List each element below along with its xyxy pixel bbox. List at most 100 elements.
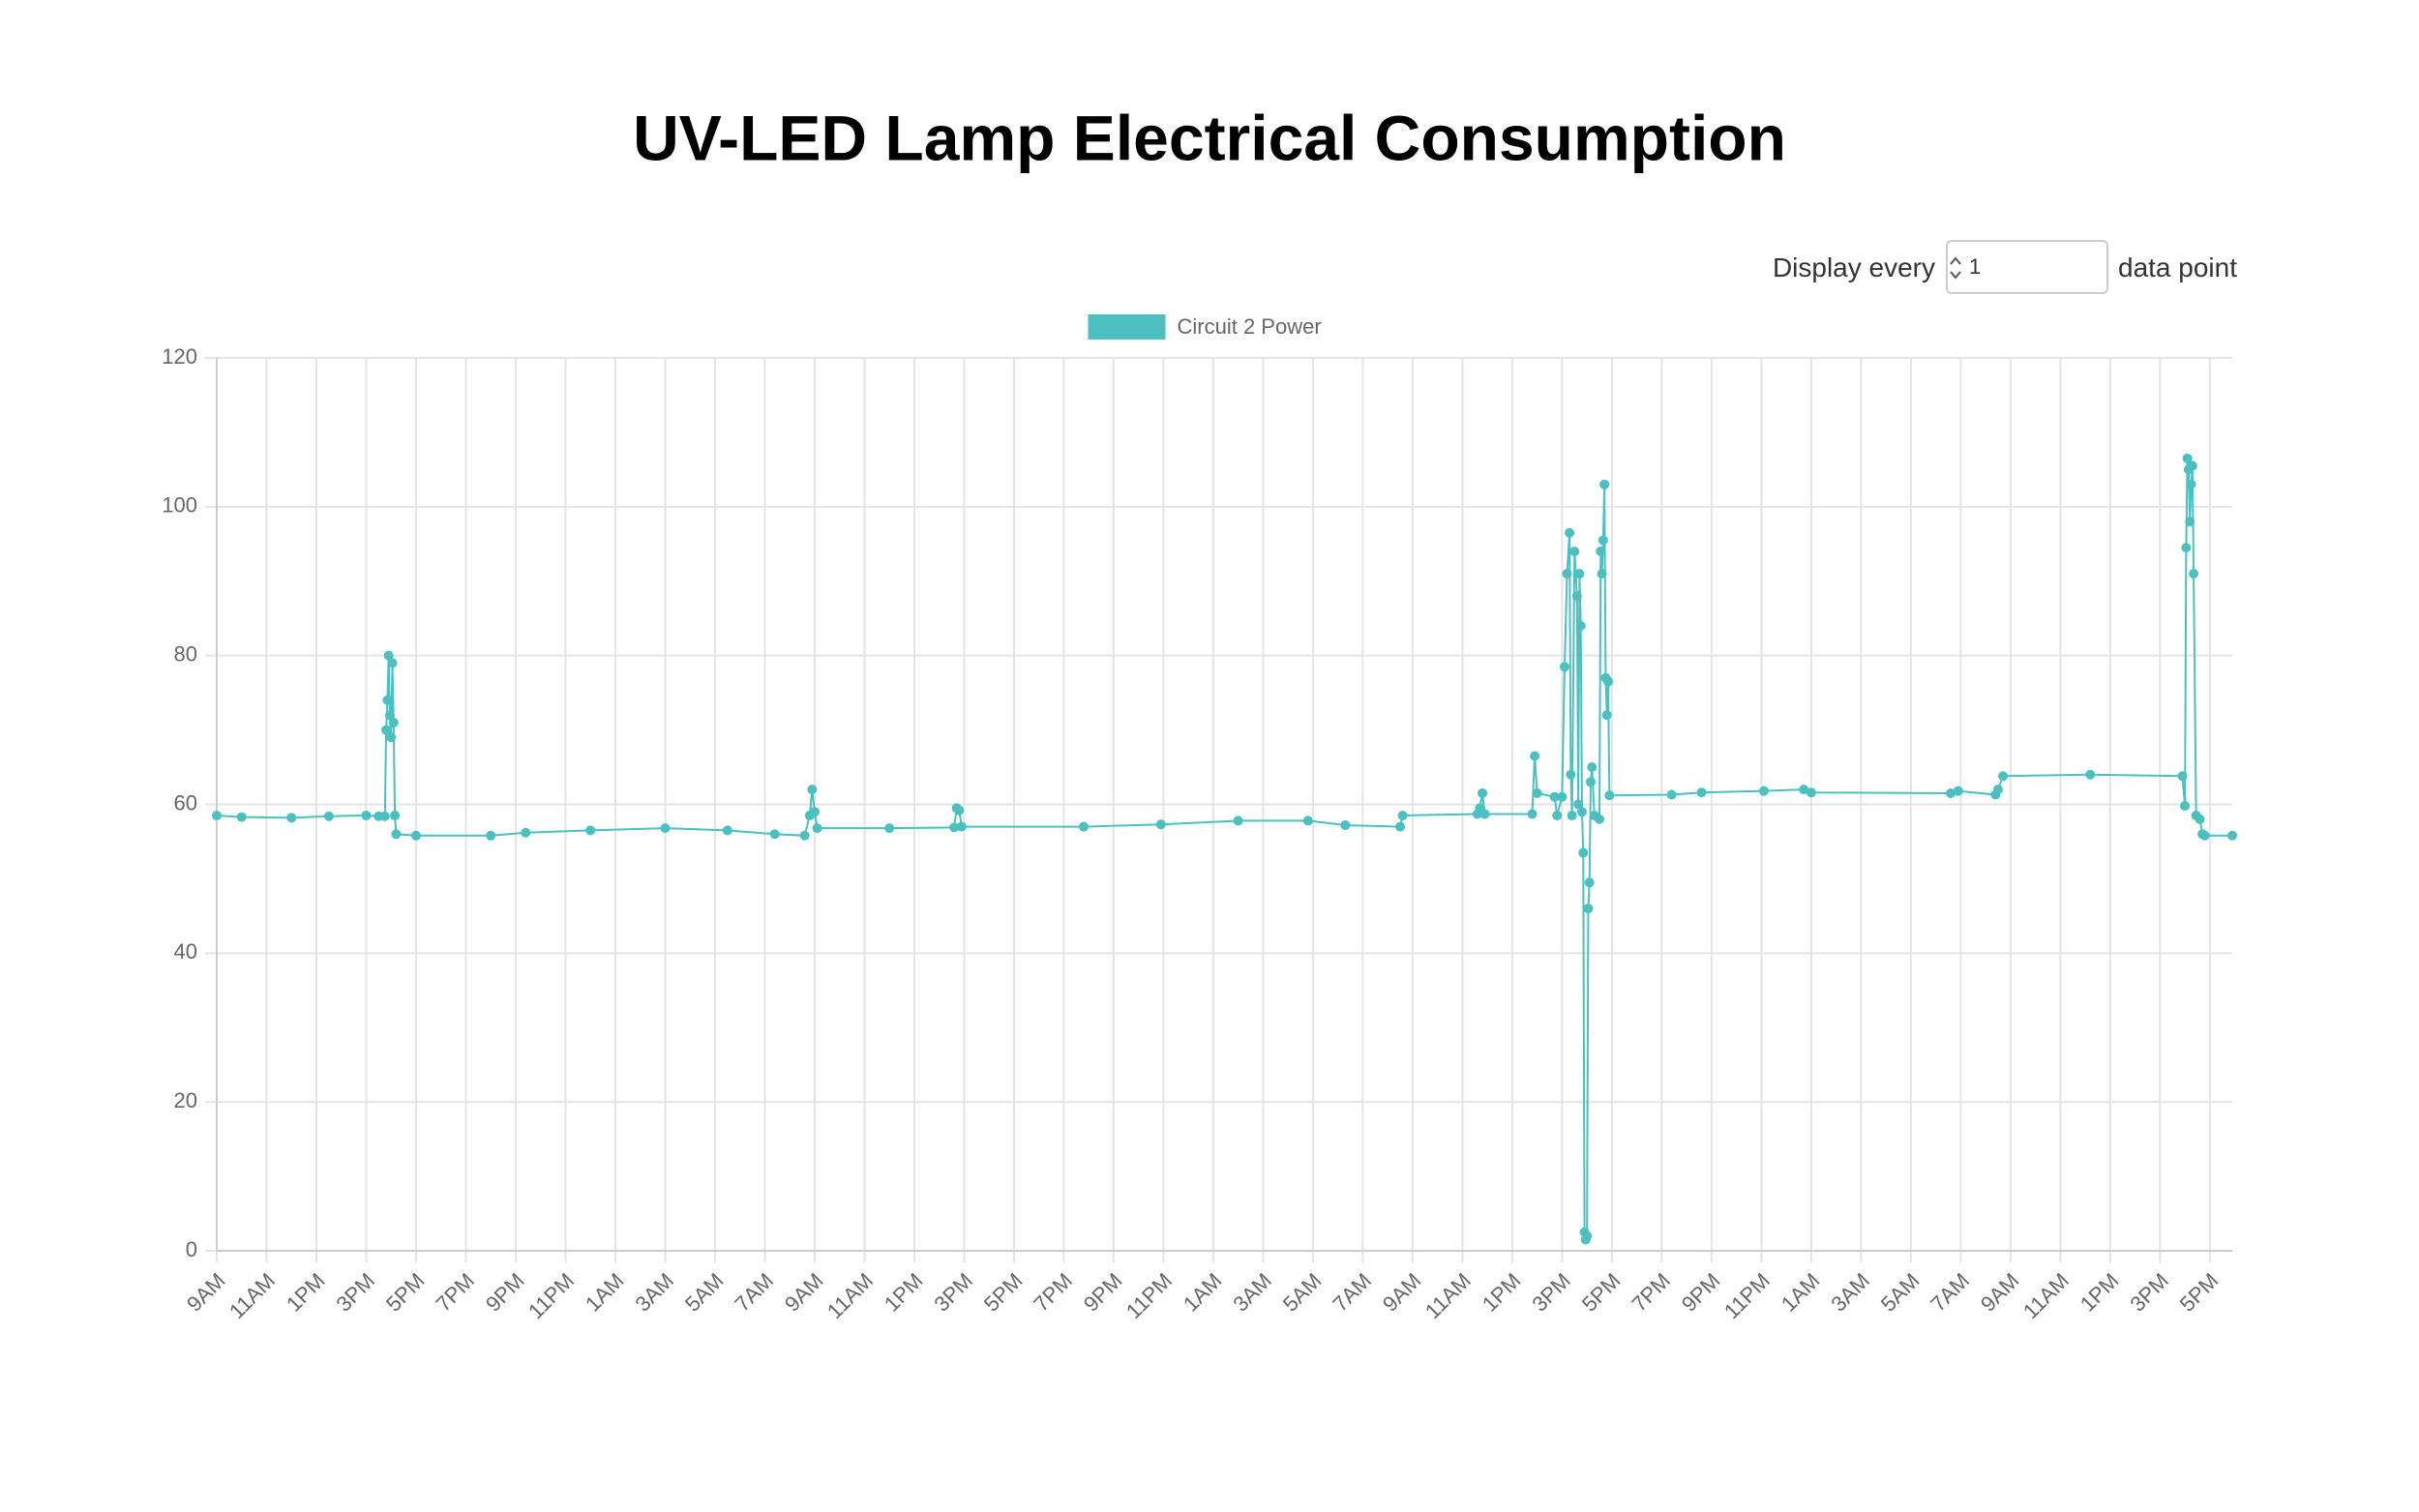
data-line: [216, 458, 2232, 1240]
x-tick-label: 9AM: [1378, 1268, 1426, 1317]
data-point: [2187, 460, 2197, 471]
data-point: [361, 811, 372, 821]
data-point: [1567, 811, 1577, 821]
data-point: [381, 725, 392, 735]
data-point: [286, 813, 297, 823]
data-point: [2199, 830, 2210, 841]
data-point: [1562, 569, 1572, 579]
data-point: [2189, 569, 2199, 579]
x-tick-label: 5PM: [381, 1268, 430, 1317]
data-point: [1574, 569, 1585, 579]
x-tick-label: 3PM: [1527, 1268, 1575, 1317]
input-value: 1: [1969, 254, 1982, 279]
x-tick-label: 9PM: [1079, 1268, 1127, 1317]
data-point: [585, 825, 596, 836]
x-tick-label: 1AM: [1179, 1268, 1227, 1317]
data-point: [1340, 820, 1351, 831]
data-point: [1549, 791, 1560, 802]
x-tick-label: 5PM: [1577, 1268, 1626, 1317]
data-point: [323, 811, 334, 821]
data-point: [2177, 771, 2188, 782]
data-point: [521, 827, 531, 838]
data-point: [1998, 771, 2009, 782]
data-point: [387, 658, 398, 668]
y-tick-label: 20: [174, 1088, 197, 1112]
data-point: [1530, 751, 1540, 761]
data-point: [1575, 620, 1586, 631]
data-point: [1559, 662, 1569, 672]
x-tick-label: 11PM: [1121, 1268, 1177, 1323]
data-point: [1569, 546, 1580, 556]
data-point: [1595, 814, 1605, 824]
x-tick-label: 7AM: [1328, 1268, 1376, 1317]
data-point: [1582, 1230, 1593, 1241]
data-point: [2227, 830, 2237, 841]
y-tick-label: 40: [174, 939, 197, 964]
data-point: [1946, 787, 1956, 798]
data-point: [1571, 591, 1582, 602]
x-tick-label: 9PM: [1677, 1268, 1725, 1317]
data-point: [386, 732, 397, 743]
data-point: [1696, 787, 1707, 798]
data-point: [1806, 787, 1816, 798]
chart-title: UV-LED Lamp Electrical Consumption: [633, 102, 1786, 173]
data-point: [382, 695, 393, 705]
data-point: [884, 823, 895, 834]
x-tick-label: 11AM: [1420, 1268, 1476, 1323]
data-point: [2181, 543, 2192, 553]
data-point: [2186, 479, 2196, 489]
data-point: [1395, 821, 1406, 832]
data-point: [1603, 676, 1614, 687]
data-point: [807, 785, 818, 795]
x-tick-label: 5AM: [680, 1268, 729, 1317]
data-point: [390, 811, 401, 821]
x-tick-label: 1AM: [581, 1268, 629, 1317]
x-tick-label: 5PM: [979, 1268, 1028, 1317]
x-tick-label: 7AM: [730, 1268, 778, 1317]
data-point: [1584, 877, 1595, 888]
data-point: [1596, 546, 1606, 556]
x-tick-label: 1PM: [880, 1268, 928, 1317]
data-point: [2180, 801, 2191, 812]
data-point: [1566, 769, 1576, 780]
data-point: [1079, 821, 1090, 832]
x-tick-label: 11AM: [2018, 1268, 2074, 1323]
data-point: [799, 830, 810, 841]
x-tick-label: 11PM: [523, 1268, 579, 1323]
data-point: [1604, 790, 1615, 801]
data-point: [1155, 819, 1166, 830]
x-tick-label: 9AM: [1976, 1268, 2024, 1317]
data-point: [1601, 710, 1612, 721]
data-point: [212, 811, 222, 821]
x-tick-label: 9PM: [481, 1268, 529, 1317]
data-point: [660, 823, 671, 834]
x-tick-label: 7PM: [1029, 1268, 1077, 1317]
data-point: [1666, 789, 1677, 800]
data-point: [1552, 811, 1563, 821]
data-point: [954, 805, 965, 815]
x-tick-label: 3AM: [1228, 1268, 1276, 1317]
x-tick-label: 3PM: [2125, 1268, 2173, 1317]
data-point: [1576, 807, 1587, 817]
data-point: [1565, 527, 1575, 538]
x-tick-label: 1AM: [1777, 1268, 1825, 1317]
data-point: [722, 825, 732, 836]
data-point: [1599, 479, 1610, 489]
number-input[interactable]: 1: [1946, 240, 2108, 294]
y-tick-label: 100: [162, 493, 197, 518]
data-point: [2185, 517, 2195, 527]
data-point: [956, 821, 967, 832]
x-tick-label: 11AM: [224, 1268, 280, 1323]
x-tick-label: 9AM: [182, 1268, 230, 1317]
data-point: [1233, 815, 1243, 826]
x-tick-label: 1PM: [2076, 1268, 2124, 1317]
data-point: [379, 811, 390, 821]
y-tick-label: 0: [186, 1237, 197, 1261]
legend-swatch[interactable]: [1088, 314, 1166, 340]
data-point: [1953, 786, 1963, 796]
legend-label[interactable]: Circuit 2 Power: [1178, 314, 1322, 339]
data-point: [391, 829, 402, 840]
spinner[interactable]: [1948, 253, 1963, 282]
data-point: [949, 822, 960, 833]
